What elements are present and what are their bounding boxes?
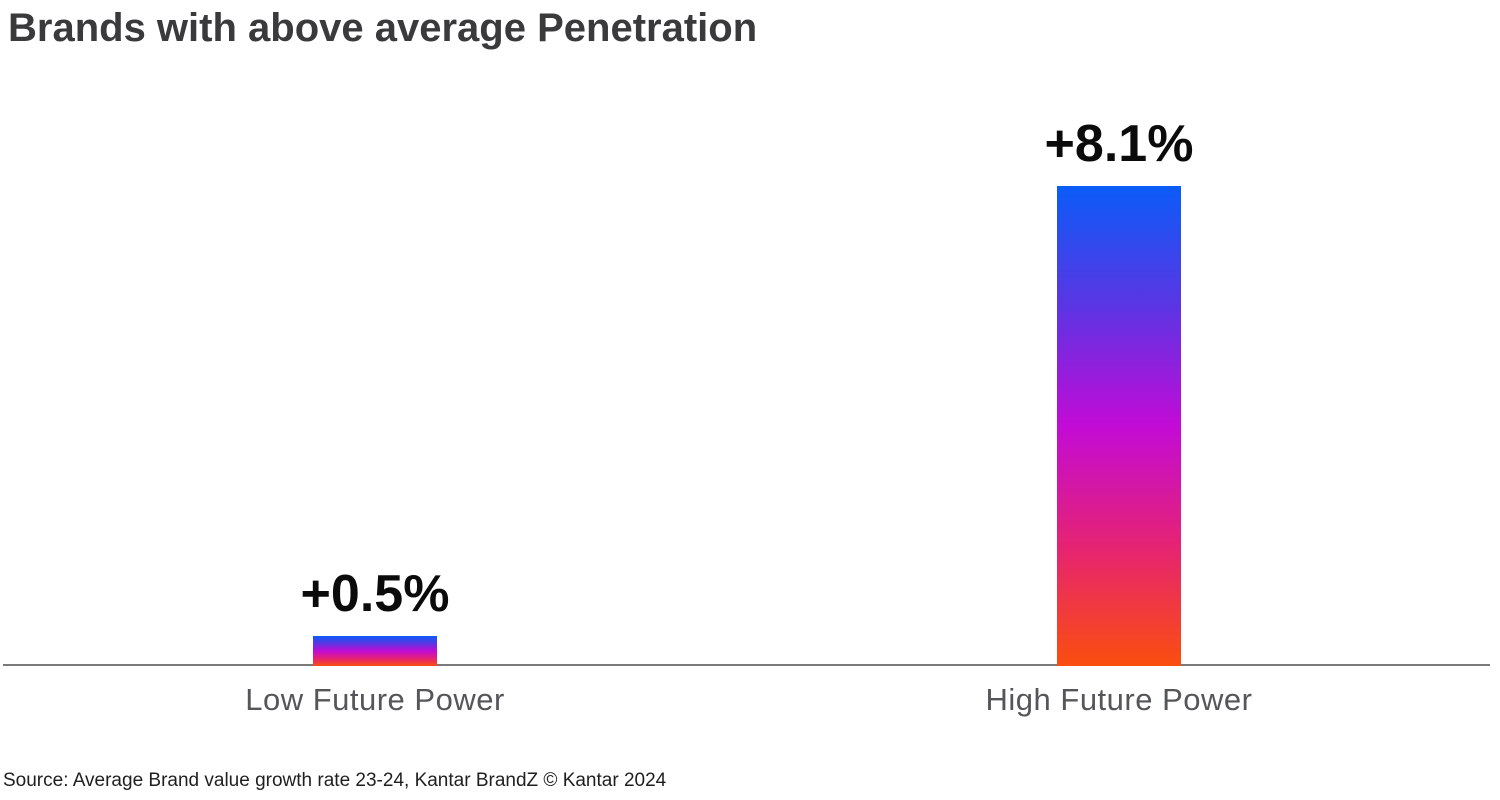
bar-group-low-future-power: +0.5%	[175, 567, 575, 666]
bar-low-future-power	[313, 636, 437, 666]
bar-value-label-high-future-power: +8.1%	[1044, 115, 1194, 174]
category-label-high-future-power: High Future Power	[985, 682, 1253, 717]
bar-group-high-future-power: +8.1%	[919, 117, 1319, 666]
source-note: Source: Average Brand value growth rate …	[3, 770, 667, 791]
bar-high-future-power	[1057, 186, 1181, 666]
bar-value-label-low-future-power: +0.5%	[300, 565, 450, 624]
chart-title: Brands with above average Penetration	[8, 6, 758, 50]
x-axis-line	[3, 664, 1490, 666]
category-label-low-future-power: Low Future Power	[245, 682, 505, 717]
